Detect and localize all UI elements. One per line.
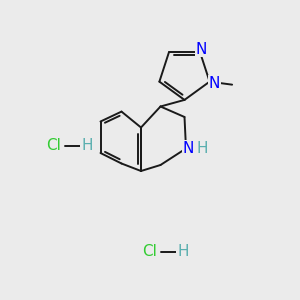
Text: H: H (177, 244, 189, 260)
Text: Cl: Cl (46, 138, 62, 153)
Text: N: N (208, 76, 220, 91)
Text: Cl: Cl (142, 244, 158, 260)
Text: N: N (196, 42, 207, 57)
Text: H: H (197, 141, 208, 156)
Text: H: H (81, 138, 93, 153)
Text: N: N (183, 141, 194, 156)
